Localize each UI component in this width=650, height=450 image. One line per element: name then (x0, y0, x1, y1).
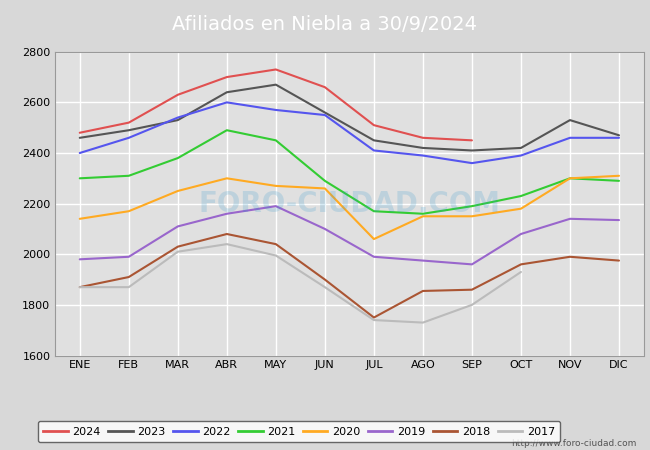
Legend: 2024, 2023, 2022, 2021, 2020, 2019, 2018, 2017: 2024, 2023, 2022, 2021, 2020, 2019, 2018… (38, 421, 560, 442)
Text: FORO-CIUDAD.COM: FORO-CIUDAD.COM (198, 189, 500, 218)
Text: http://www.foro-ciudad.com: http://www.foro-ciudad.com (512, 439, 637, 448)
Text: Afiliados en Niebla a 30/9/2024: Afiliados en Niebla a 30/9/2024 (172, 15, 478, 34)
